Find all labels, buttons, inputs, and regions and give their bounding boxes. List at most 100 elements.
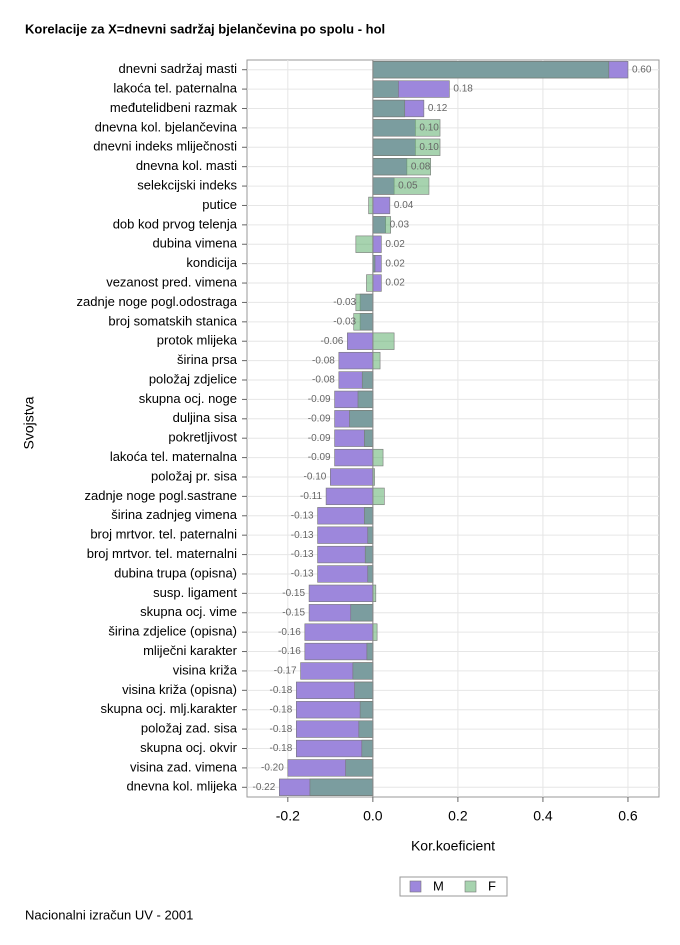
bar	[372, 216, 392, 234]
value-label: -0.09	[308, 394, 331, 405]
bar	[309, 778, 374, 796]
bar	[338, 351, 374, 370]
value-label: -0.13	[291, 510, 314, 521]
bar	[372, 448, 384, 467]
bar	[367, 565, 374, 583]
y-tick-label: dnevni indeks mliječnosti	[93, 139, 237, 154]
value-label: -0.03	[333, 297, 356, 308]
bar	[352, 662, 374, 680]
y-tick-label: širina zdjelice (opisna)	[108, 624, 237, 639]
y-tick-label: međutelidbeni razmak	[110, 100, 238, 115]
value-label: -0.22	[253, 782, 276, 793]
bar	[372, 235, 382, 253]
bar	[372, 80, 399, 98]
legend-swatch	[409, 880, 422, 893]
value-label: 0.02	[385, 239, 405, 250]
bar	[364, 507, 374, 525]
y-tick-label: skupna ocj. mlj.karakter	[100, 701, 237, 716]
bar	[345, 759, 374, 777]
bar	[372, 351, 381, 370]
x-tick-label: -0.2	[276, 808, 300, 824]
bar	[361, 371, 374, 389]
y-tick-label: broj mrtvor. tel. paternalni	[90, 527, 237, 542]
value-label: -0.13	[291, 530, 314, 541]
y-tick-label: visina križa (opisna)	[122, 682, 237, 697]
footer: Nacionalni izračun UV - 2001	[25, 907, 193, 922]
bar	[366, 642, 374, 661]
y-tick-label: mliječni karakter	[143, 643, 238, 658]
value-label: 0.10	[419, 123, 439, 134]
value-label: -0.17	[274, 666, 297, 677]
value-label: -0.16	[278, 627, 301, 638]
x-tick-label: 0.4	[533, 808, 553, 824]
chart-title: Korelacije za X=dnevni sadržaj bjelančev…	[25, 21, 385, 36]
bar	[350, 604, 374, 622]
value-label: -0.08	[312, 355, 335, 366]
value-label: -0.10	[304, 472, 327, 483]
y-tick-label: dubina trupa (opisna)	[114, 565, 237, 580]
legend-box	[399, 876, 508, 897]
y-tick-label: skupna ocj. okvir	[140, 740, 237, 755]
y-tick-label: pokretljivost	[168, 430, 237, 445]
bar	[317, 565, 374, 583]
bar	[355, 293, 374, 312]
value-label: -0.09	[308, 433, 331, 444]
y-tick-label: lakoća tel. paternalna	[113, 81, 237, 96]
value-label: 0.18	[453, 84, 473, 95]
value-label: -0.03	[333, 316, 356, 327]
x-axis-title: Kor.koeficient	[411, 838, 495, 854]
y-tick-label: vezanost pred. vimena	[106, 274, 238, 289]
value-label: -0.08	[312, 375, 335, 386]
bar	[368, 196, 374, 215]
value-label: -0.18	[270, 704, 293, 715]
bar	[364, 545, 374, 564]
y-tick-label: položaj zad. sisa	[141, 721, 238, 736]
y-tick-label: kondicija	[186, 255, 237, 270]
x-tick-label: 0.2	[448, 808, 468, 824]
bar	[359, 701, 374, 719]
y-tick-label: širina zadnjeg vimena	[111, 507, 238, 522]
y-tick-label: lakoća tel. maternalna	[110, 449, 238, 464]
bar	[355, 235, 374, 253]
bar	[304, 642, 374, 661]
bar	[358, 720, 374, 738]
legend-label: F	[488, 878, 496, 893]
y-tick-label: dnevna kol. bjelančevina	[95, 119, 238, 134]
y-tick-label: skupna ocj. vime	[140, 604, 237, 619]
y-tick-label: selekcijski indeks	[137, 178, 237, 193]
value-label: 0.02	[385, 278, 405, 289]
bar	[354, 681, 374, 699]
y-tick-label: visina zad. vimena	[130, 759, 238, 774]
value-label: -0.16	[278, 646, 301, 657]
y-tick-label: broj mrtvor. tel. maternalni	[87, 546, 237, 561]
bar	[353, 313, 374, 331]
value-label: -0.13	[291, 569, 314, 580]
value-label: 0.04	[394, 200, 414, 211]
y-tick-label: zadnje noge pogl.odostraga	[77, 294, 238, 309]
value-label: -0.15	[282, 607, 305, 618]
y-tick-label: dnevna kol. mlijeka	[126, 779, 237, 794]
value-label: -0.18	[270, 685, 293, 696]
value-label: 0.60	[632, 64, 652, 75]
y-tick-label: skupna ocj. noge	[139, 391, 237, 406]
bar	[347, 332, 374, 350]
bar	[317, 545, 374, 564]
value-label: -0.11	[300, 491, 322, 502]
value-label: -0.18	[270, 724, 293, 735]
y-tick-label: susp. ligament	[153, 585, 237, 600]
y-tick-label: dnevna kol. masti	[136, 158, 237, 173]
bar	[372, 332, 395, 350]
bar	[361, 739, 374, 758]
y-tick-label: zadnje noge pogl.sastrane	[84, 488, 237, 503]
bar	[330, 468, 374, 486]
bar	[304, 623, 374, 641]
value-label: -0.20	[261, 763, 284, 774]
bar	[325, 487, 374, 506]
bar	[364, 429, 374, 447]
x-tick-label: 0.0	[363, 808, 383, 824]
bar	[372, 99, 406, 118]
value-label: 0.05	[398, 181, 418, 192]
bar	[372, 487, 385, 506]
bar	[349, 410, 374, 428]
